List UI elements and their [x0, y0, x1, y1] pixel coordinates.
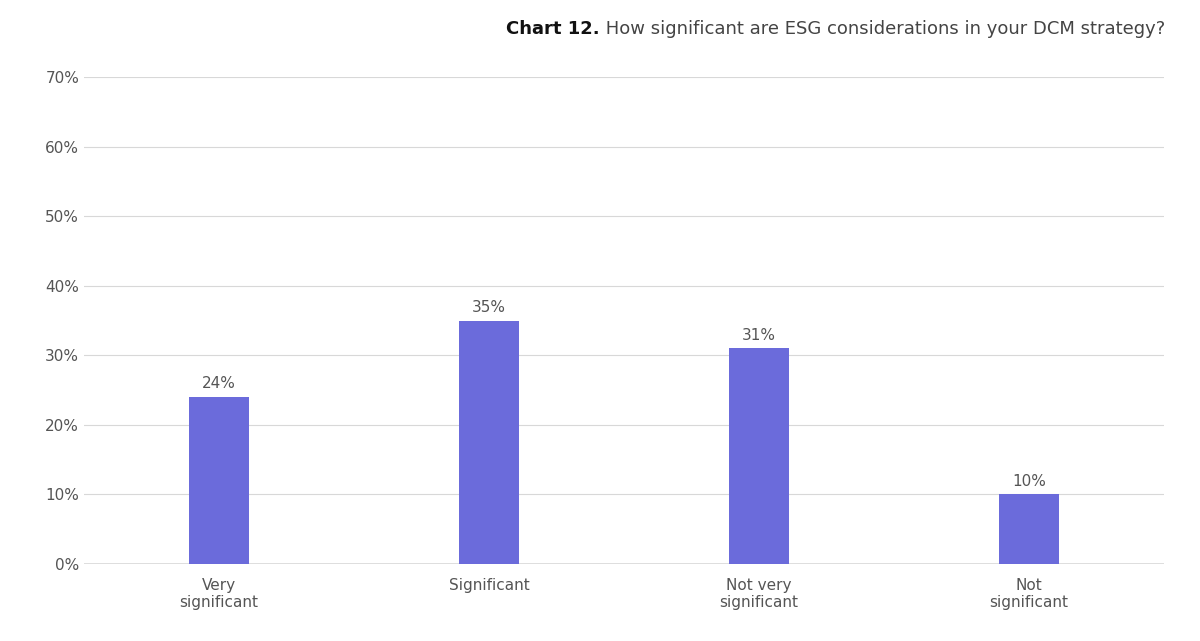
- Bar: [730, 348, 788, 564]
- Text: 35%: 35%: [472, 300, 506, 315]
- Text: Chart 12.: Chart 12.: [506, 20, 600, 38]
- Bar: [190, 397, 248, 564]
- Text: 31%: 31%: [742, 328, 776, 343]
- Text: How significant are ESG considerations in your DCM strategy?: How significant are ESG considerations i…: [600, 20, 1165, 38]
- Text: 10%: 10%: [1012, 474, 1046, 489]
- Bar: [1000, 494, 1058, 564]
- Bar: [460, 320, 518, 564]
- Text: 24%: 24%: [202, 376, 236, 392]
